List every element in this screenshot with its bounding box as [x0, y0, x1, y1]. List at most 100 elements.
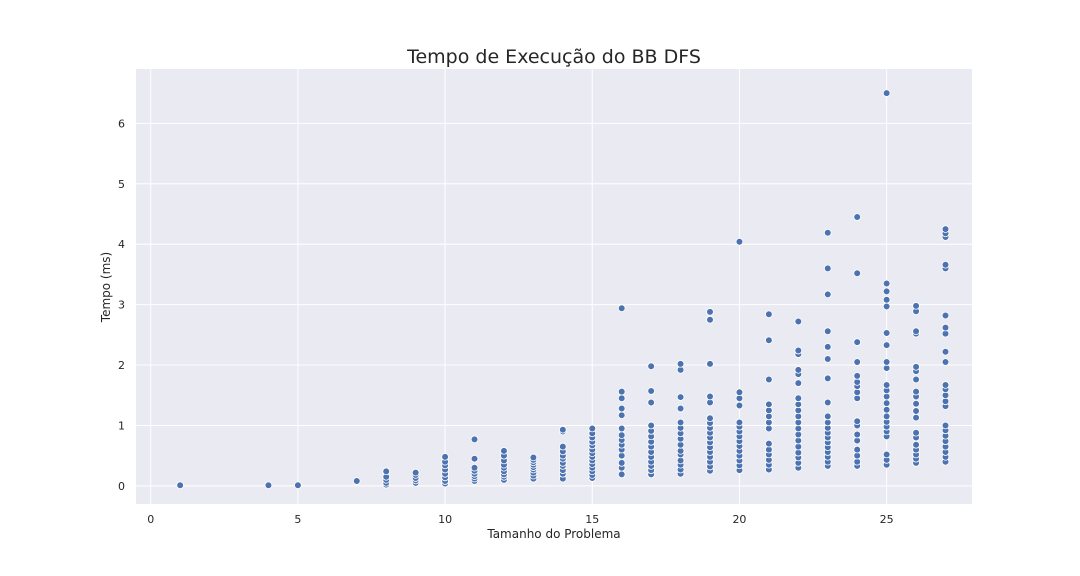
- data-point: [617, 387, 626, 396]
- data-point: [882, 302, 891, 311]
- y-tick-label: 2: [118, 359, 125, 372]
- data-point: [912, 387, 920, 396]
- y-tick-label: 5: [118, 178, 125, 191]
- data-point: [794, 317, 803, 326]
- data-point: [882, 412, 891, 421]
- x-tick-label: 0: [147, 513, 154, 526]
- data-point: [294, 481, 302, 490]
- data-point: [941, 260, 950, 269]
- data-point: [853, 445, 861, 454]
- x-tick-label: 20: [732, 513, 746, 526]
- data-point: [882, 341, 891, 349]
- data-point: [794, 366, 803, 374]
- data-point: [765, 310, 773, 319]
- data-point: [470, 454, 479, 463]
- data-point: [617, 404, 626, 413]
- y-tick-label: 0: [118, 480, 125, 493]
- data-point: [617, 459, 626, 467]
- x-tick-label: 25: [880, 513, 894, 526]
- data-point: [941, 323, 950, 332]
- data-point: [617, 411, 626, 419]
- x-tick-label: 10: [438, 513, 452, 526]
- data-point: [882, 295, 891, 304]
- data-point: [912, 413, 920, 422]
- data-point: [676, 418, 685, 427]
- data-point: [676, 393, 685, 401]
- data-point: [470, 435, 479, 444]
- plot-area: [136, 69, 972, 504]
- data-point: [912, 302, 920, 310]
- data-point: [823, 327, 832, 336]
- data-point: [823, 412, 832, 421]
- data-point: [823, 228, 832, 237]
- data-point: [676, 360, 685, 368]
- data-point: [882, 329, 891, 337]
- data-point: [882, 358, 891, 366]
- data-point: [441, 453, 449, 461]
- data-point: [794, 379, 803, 387]
- data-point: [882, 450, 891, 459]
- data-point: [617, 470, 626, 479]
- data-point: [882, 287, 891, 296]
- data-point: [500, 447, 508, 455]
- y-axis-label: Tempo (ms): [99, 252, 113, 323]
- data-point: [853, 338, 861, 346]
- data-point: [941, 358, 950, 366]
- data-point: [352, 477, 361, 485]
- data-point: [588, 424, 597, 433]
- data-point: [912, 407, 920, 415]
- data-point: [559, 442, 567, 451]
- data-point: [706, 315, 714, 324]
- data-point: [941, 381, 950, 389]
- data-point: [470, 463, 479, 472]
- data-point: [823, 343, 832, 351]
- x-tick-label: 15: [585, 513, 599, 526]
- data-point: [765, 336, 773, 345]
- data-point: [882, 405, 891, 414]
- data-point: [617, 431, 626, 439]
- data-point: [941, 421, 950, 430]
- data-point: [912, 363, 920, 371]
- data-point: [647, 362, 655, 371]
- data-point: [676, 404, 685, 413]
- data-point: [529, 453, 538, 462]
- data-points: [176, 89, 950, 490]
- data-point: [794, 346, 803, 355]
- data-point: [794, 394, 803, 403]
- data-point: [912, 375, 920, 384]
- data-point: [941, 347, 950, 356]
- data-point: [912, 399, 920, 408]
- data-point: [765, 375, 773, 384]
- data-point: [853, 417, 861, 426]
- data-point: [617, 394, 626, 403]
- data-point: [706, 360, 714, 368]
- data-point: [823, 374, 832, 383]
- data-point: [823, 264, 832, 273]
- data-point: [853, 358, 861, 366]
- data-point: [735, 418, 744, 427]
- data-point: [411, 468, 420, 477]
- data-point: [941, 225, 950, 233]
- data-point: [706, 308, 714, 316]
- data-point: [882, 381, 891, 389]
- x-tick-label: 5: [294, 513, 301, 526]
- data-point: [647, 387, 655, 395]
- tick-labels: 0 5 10 15 20 25 0 1 2 3 4 5 6: [118, 117, 894, 526]
- data-point: [176, 481, 184, 490]
- data-point: [882, 279, 891, 288]
- data-point: [853, 372, 861, 380]
- data-point: [765, 400, 773, 409]
- data-point: [912, 428, 920, 437]
- y-tick-label: 3: [118, 299, 125, 312]
- data-point: [853, 269, 861, 278]
- data-point: [912, 440, 920, 449]
- data-point: [823, 398, 832, 407]
- y-tick-label: 1: [118, 419, 125, 432]
- data-point: [382, 467, 391, 476]
- data-point: [706, 414, 714, 423]
- data-point: [823, 355, 832, 363]
- data-point: [735, 237, 744, 246]
- data-point: [765, 439, 773, 448]
- data-point: [647, 398, 655, 407]
